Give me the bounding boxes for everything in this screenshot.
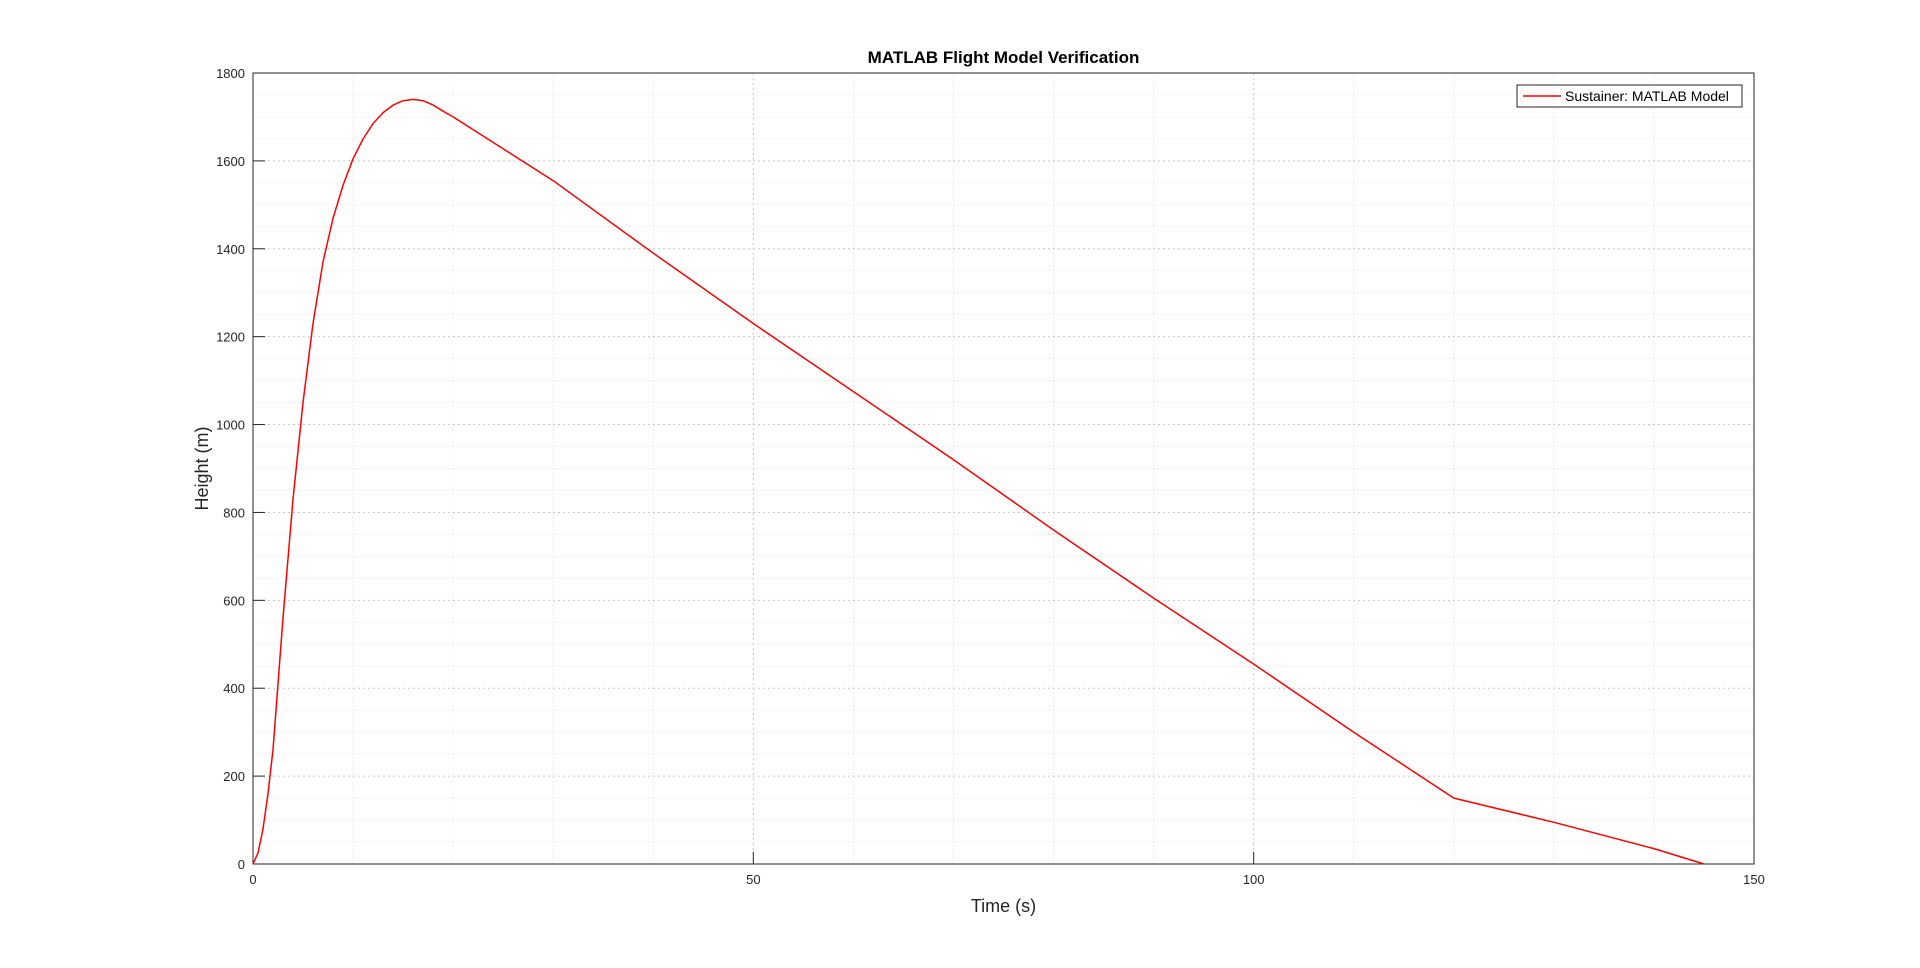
minor-grid (253, 73, 1754, 864)
y-tick-label: 1200 (216, 330, 245, 345)
tick-labels: 0 50 100 150 0 200 400 600 800 1000 1200 1400 1600 18… (216, 66, 1765, 887)
y-tick-label: 1600 (216, 154, 245, 169)
axes-box (252, 72, 1755, 865)
x-tick-label: 50 (746, 872, 760, 887)
y-tick-label: 600 (223, 593, 245, 608)
legend-entry-sustainer: Sustainer: MATLAB Model (1565, 88, 1729, 104)
x-tick-label: 0 (249, 872, 256, 887)
y-tick-label: 0 (238, 857, 245, 872)
chart-title: MATLAB Flight Model Verification (868, 48, 1140, 67)
x-axis-label: Time (s) (971, 896, 1036, 916)
y-tick-label: 800 (223, 505, 245, 520)
major-grid (253, 73, 1754, 864)
y-axis-label: Height (m) (192, 426, 212, 510)
y-tick-label: 1800 (216, 66, 245, 81)
legend-box (1516, 84, 1743, 108)
series-line-0 (252, 98, 1705, 865)
tick-marks (252, 72, 1755, 865)
x-tick-label: 150 (1743, 872, 1765, 887)
y-tick-label: 200 (223, 769, 245, 784)
y-tick-label: 1400 (216, 242, 245, 257)
series-layer (252, 98, 1705, 865)
x-tick-label: 100 (1243, 872, 1265, 887)
legend[interactable]: Sustainer: MATLAB Model (1516, 84, 1743, 108)
y-tick-label: 400 (223, 681, 245, 696)
y-tick-label: 1000 (216, 418, 245, 433)
